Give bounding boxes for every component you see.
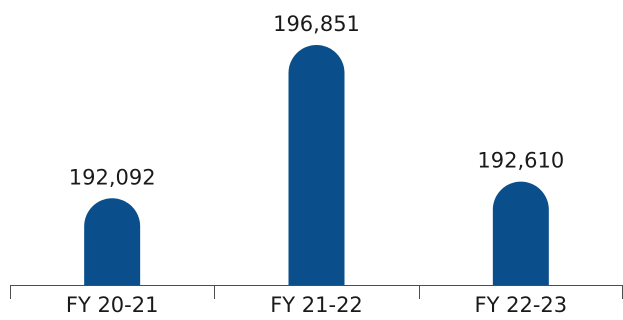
- bar-2: [492, 181, 549, 285]
- x-axis-tick-labels-group: FY 20-21 FY 21-22 FY 22-23: [66, 293, 567, 317]
- value-label-1: 196,851: [273, 12, 360, 36]
- bars-group: [84, 45, 549, 285]
- x-tick-label-1: FY 21-22: [270, 293, 363, 317]
- x-tick-label-2: FY 22-23: [475, 293, 568, 317]
- value-label-0: 192,092: [69, 165, 156, 189]
- x-tick-label-0: FY 20-21: [66, 293, 159, 317]
- value-labels-group: 192,092 196,851 192,610: [69, 12, 565, 189]
- bar-1: [288, 45, 345, 285]
- value-label-2: 192,610: [477, 149, 564, 173]
- bar-0: [84, 198, 141, 285]
